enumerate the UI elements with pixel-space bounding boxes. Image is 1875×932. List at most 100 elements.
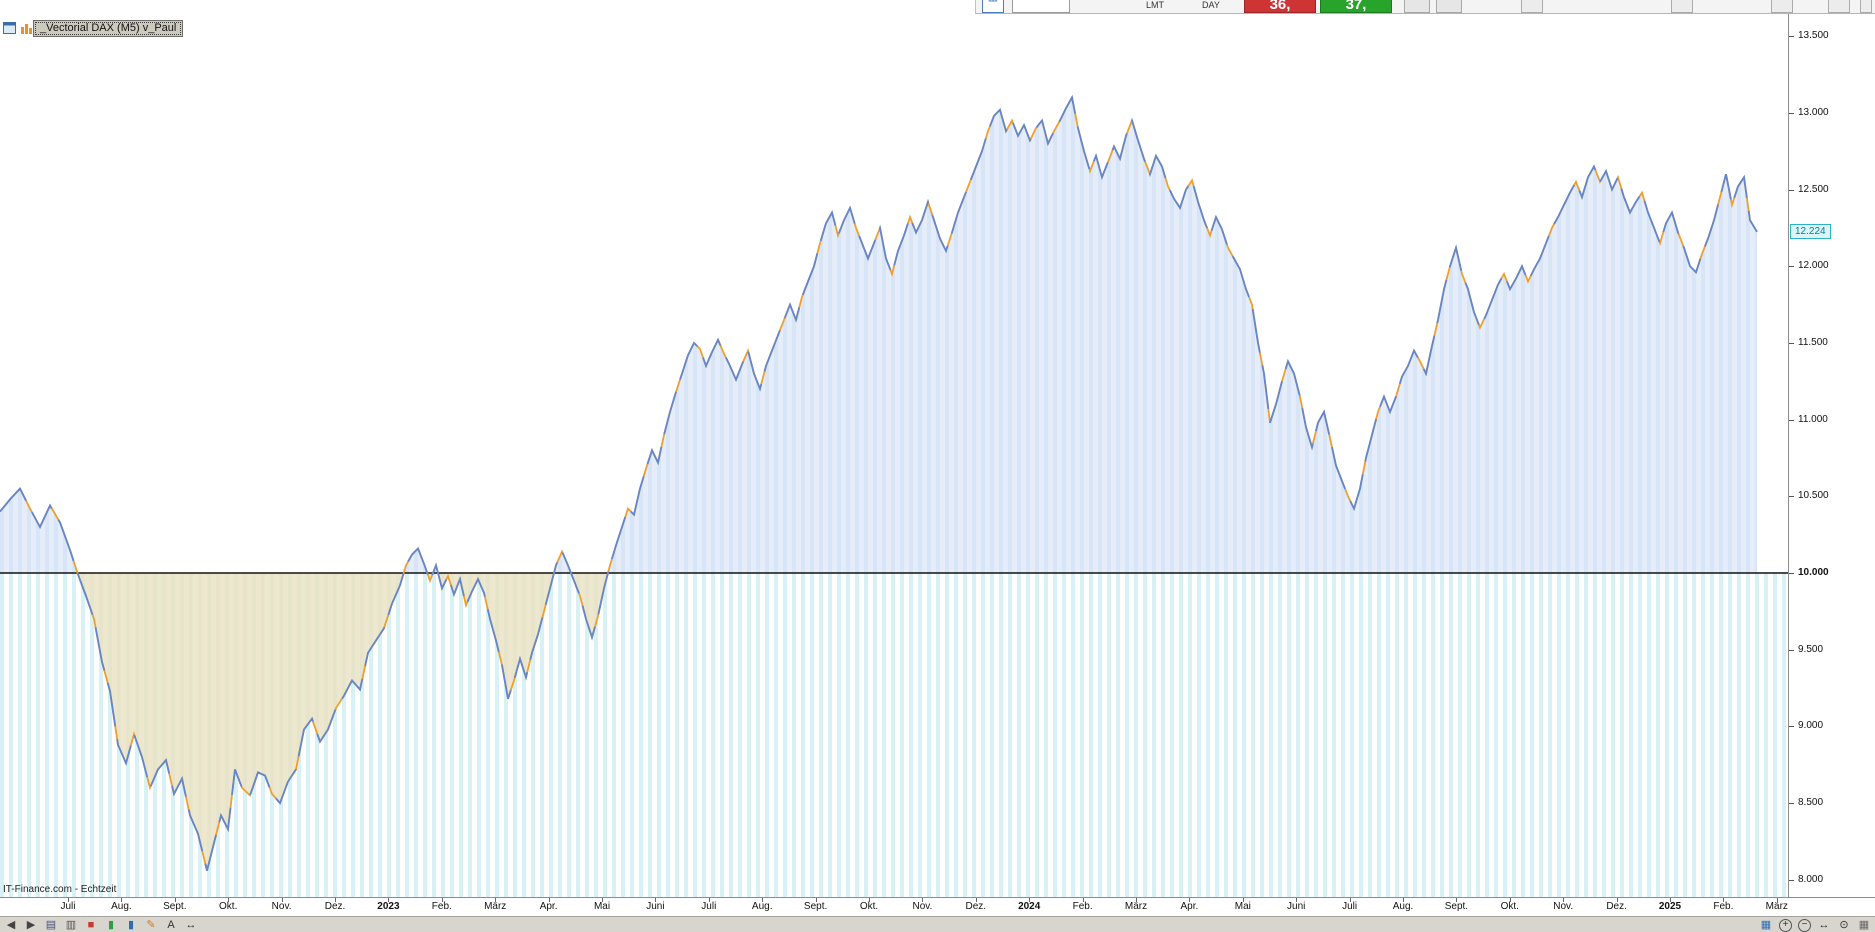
time-axis-label: Feb. (1072, 901, 1093, 912)
time-axis-label: Juni (646, 901, 665, 912)
fit-screen-icon[interactable]: ↔ (1818, 918, 1830, 931)
time-axis-label: Dez. (965, 901, 987, 912)
close-icon[interactable] (1860, 0, 1872, 13)
time-axis-tick (68, 898, 69, 902)
order-validity-label: DAY (1202, 0, 1220, 10)
toolbar-left-group: ◀ ▶ ▤ ▥ ■ ▮ ▮ ✎ A ↔ (0, 919, 202, 932)
bar-chart-icon[interactable]: ▦ (1760, 918, 1772, 931)
time-axis-label: Sept. (1444, 901, 1469, 912)
time-axis-label: Nov. (912, 901, 933, 912)
price-axis-label: 8.000 (1789, 874, 1823, 886)
time-axis-label: Dez. (1606, 901, 1627, 912)
time-axis-label: Mai (1234, 901, 1251, 912)
chart-plot-svg[interactable] (0, 0, 1788, 897)
series-tab[interactable]: _Vectorial DAX (M5) v_Paul (33, 20, 184, 37)
forward-icon[interactable]: ▶ (26, 918, 36, 931)
time-axis-label: Dez. (324, 901, 346, 912)
time-axis-tick (1509, 898, 1511, 902)
series-bars-icon[interactable] (19, 21, 33, 34)
time-axis-label: Feb. (431, 901, 452, 912)
time-axis-label: Apr. (1180, 901, 1199, 912)
price-axis[interactable]: 12.224 13.500 13.000 12.500 12.000 11.500 11.… (1788, 0, 1875, 897)
list-icon[interactable] (1771, 0, 1793, 13)
time-axis-tick (815, 898, 817, 902)
time-axis-tick (602, 898, 603, 902)
bottom-toolbar: ◀ ▶ ▤ ▥ ■ ▮ ▮ ✎ A ↔ ▦ + − ↔ ⊙ ▦ (0, 916, 1875, 932)
window-restore-icon[interactable] (2, 21, 16, 34)
time-axis-tick (655, 898, 657, 902)
time-axis-label: Feb. (1713, 901, 1734, 912)
measure-icon[interactable]: ↔ (185, 918, 197, 931)
price-chart[interactable]: _Vectorial DAX (M5) v_Paul IT-Finance.co… (0, 0, 1788, 897)
zoom-out-icon[interactable]: − (1798, 918, 1811, 932)
time-axis-label: Okt. (219, 901, 238, 912)
time-axis-label: Juli (1342, 901, 1358, 912)
settings-icon[interactable] (1521, 0, 1543, 13)
time-axis-tick (441, 898, 443, 902)
chart-settings-button[interactable]: ▦ (982, 0, 1004, 13)
time-axis-label: Sept. (803, 901, 828, 912)
time-axis-label: Juli (60, 901, 76, 912)
print-icon[interactable]: ▥ (65, 918, 77, 931)
time-axis-tick (869, 898, 870, 902)
time-axis-label: Sept. (163, 901, 187, 912)
price-axis-label: 12.500 (1789, 184, 1829, 196)
time-axis-tick (1723, 898, 1725, 902)
time-axis-label: 2023 (377, 901, 400, 912)
quantity-input[interactable] (1012, 0, 1070, 13)
time-axis-label: Juli (701, 901, 717, 912)
price-axis-label: 13.000 (1789, 107, 1829, 119)
time-axis-label: Nov. (271, 901, 292, 912)
time-axis-label: 2024 (1018, 901, 1041, 912)
price-axis-label: 8.500 (1789, 797, 1823, 809)
zoom-in-icon[interactable]: + (1779, 918, 1792, 932)
time-axis-tick (495, 898, 497, 902)
time-axis-tick (1670, 898, 1671, 902)
price-axis-label: 9.500 (1789, 644, 1823, 656)
time-axis-label: Aug. (1392, 901, 1414, 912)
order-type-label: LMT (1146, 0, 1164, 10)
minimize-icon[interactable] (1828, 0, 1850, 13)
time-axis-label: Okt. (1500, 901, 1519, 912)
order-mode-button[interactable] (1436, 0, 1462, 13)
time-axis-label: Mai (593, 901, 611, 912)
area-above-baseline (0, 97, 1757, 573)
time-axis-label: 2025 (1658, 901, 1682, 912)
series-icon-group (2, 21, 33, 34)
detach-icon[interactable] (1671, 0, 1693, 13)
window-list-icon[interactable]: ▤ (45, 918, 57, 931)
area-below-baseline (0, 573, 1757, 871)
price-axis-label: 10.000 (1789, 567, 1829, 579)
time-axis-tick (922, 898, 924, 902)
draw-pencil-icon[interactable]: ✎ (146, 918, 156, 931)
time-axis-tick (388, 898, 390, 902)
time-axis-tick (121, 898, 123, 902)
back-icon[interactable]: ◀ (6, 918, 16, 931)
time-axis-tick (1082, 898, 1084, 902)
time-axis-label: Okt. (859, 901, 879, 912)
grid-handle-icon[interactable]: ▦ (1858, 918, 1870, 931)
clock-icon[interactable]: ⊙ (1839, 918, 1849, 931)
buy-price-big: 37, (1345, 0, 1367, 13)
sell-button[interactable]: 21.8 36, (1244, 0, 1316, 13)
chart-blue-icon[interactable]: ▮ (127, 918, 135, 931)
price-axis-label: 9.000 (1789, 720, 1823, 732)
time-axis-tick (1296, 898, 1298, 902)
time-axis-tick (335, 898, 336, 902)
chart-green-icon[interactable]: ▮ (107, 918, 115, 931)
time-axis-tick (174, 898, 176, 902)
time-axis-tick (1456, 898, 1458, 902)
time-axis-tick (1776, 898, 1778, 902)
sell-price-big: 36, (1269, 0, 1291, 13)
buy-button[interactable]: 21.8 37, (1320, 0, 1392, 13)
time-axis[interactable]: Juli Aug. Sept. Okt. Nov. Dez. 2023 Feb. März Apr… (0, 897, 1875, 917)
time-axis-tick (281, 898, 283, 902)
time-axis-tick (1563, 898, 1565, 902)
text-tool-icon[interactable]: A (167, 918, 175, 931)
order-options-button[interactable] (1404, 0, 1430, 13)
time-axis-tick (1189, 898, 1191, 902)
time-axis-tick (1349, 898, 1351, 902)
alert-red-icon[interactable]: ■ (87, 918, 95, 931)
time-axis-label: Juni (1287, 901, 1306, 912)
time-axis-tick (548, 898, 550, 902)
